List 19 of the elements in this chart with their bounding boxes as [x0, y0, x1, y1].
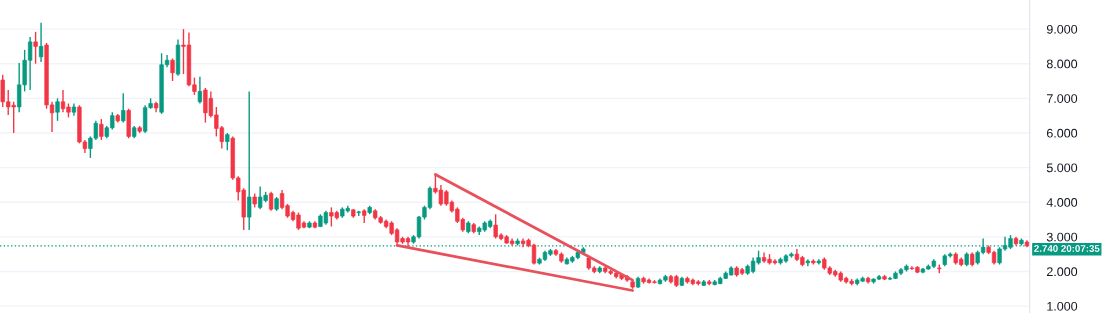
- text: 2.740 20:07:35: [1034, 245, 1100, 252]
- candlestick: [268, 191, 274, 212]
- candlestick: [99, 118, 104, 141]
- candlestick: [33, 31, 38, 65]
- candlestick: [197, 76, 203, 105]
- y-tick-label: 5.000: [1046, 163, 1078, 173]
- candlestick: [121, 92, 126, 124]
- y-tick-label: 8.000: [1046, 59, 1078, 69]
- candlestick: [247, 90, 252, 231]
- candlestick: [38, 22, 44, 63]
- y-tick-label: 9.000: [1046, 24, 1078, 34]
- y-tick-label: 7.000: [1046, 94, 1078, 103]
- y-tick-label: 6.000: [1046, 128, 1078, 138]
- y-tick-label: 4.000: [1046, 198, 1078, 207]
- candlestick: [170, 57, 175, 82]
- y-tick-label: 2.000: [1046, 267, 1078, 277]
- y-tick-label: 1.000: [1047, 301, 1078, 311]
- y-tick-label: 3.000: [1046, 232, 1078, 242]
- candlestick: [55, 97, 60, 122]
